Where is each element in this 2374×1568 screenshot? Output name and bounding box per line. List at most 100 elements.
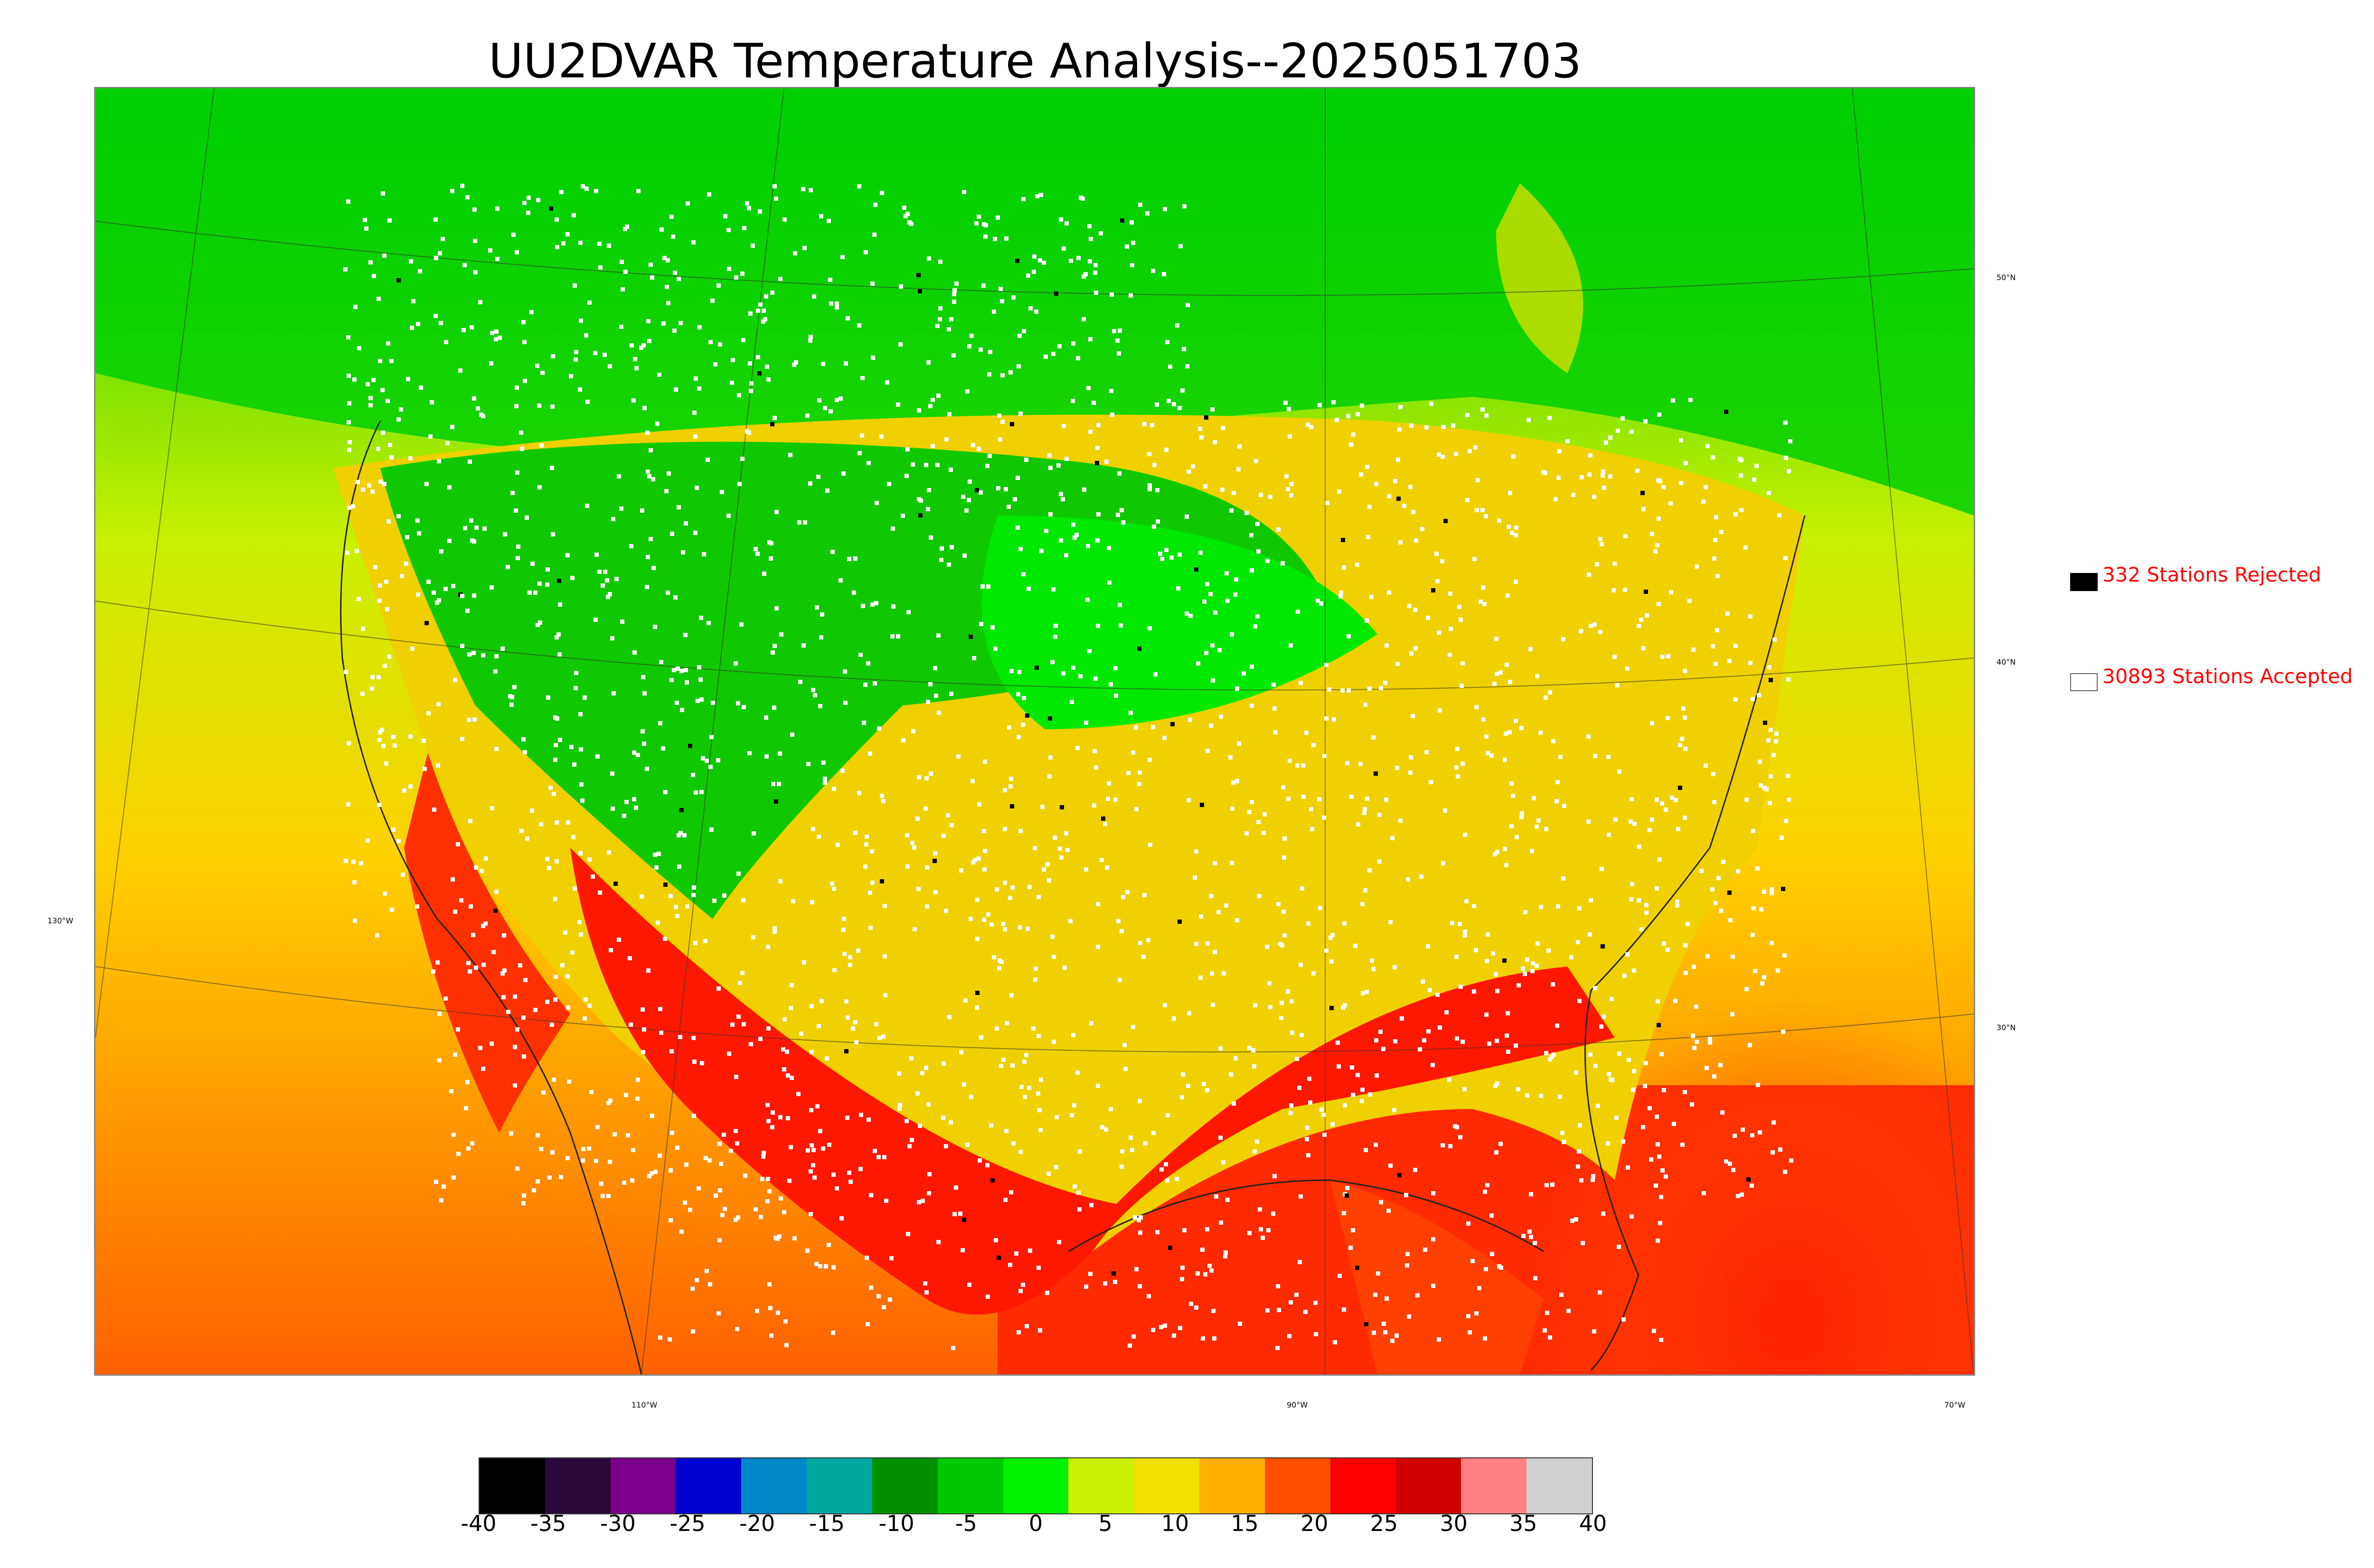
station-marker (1137, 782, 1141, 786)
station-marker (1295, 1057, 1299, 1061)
station-marker (801, 187, 805, 191)
station-marker (482, 526, 487, 531)
station-marker (769, 1333, 773, 1338)
station-marker (462, 328, 466, 332)
station-marker (1385, 643, 1389, 648)
station-marker (661, 746, 665, 751)
station-marker (651, 477, 655, 481)
station-marker (941, 1116, 945, 1120)
station-marker (1586, 734, 1591, 739)
station-marker (754, 547, 758, 551)
station-marker (1481, 585, 1485, 590)
colorbar-tick-label: 35 (1509, 1511, 1537, 1536)
station-marker (1287, 407, 1291, 411)
station-marker (875, 501, 879, 505)
station-marker (1510, 531, 1514, 535)
station-marker (579, 782, 584, 787)
station-marker (961, 1248, 965, 1252)
station-marker (975, 937, 980, 941)
station-marker (737, 482, 742, 486)
station-marker (1130, 220, 1134, 225)
station-marker (1134, 1267, 1139, 1271)
station-marker (631, 398, 636, 403)
temperature-colorbar (479, 1457, 1593, 1514)
station-marker (1390, 836, 1394, 840)
station-marker (1261, 1236, 1265, 1240)
station-marker (736, 701, 740, 705)
station-marker (1384, 798, 1388, 802)
station-marker (503, 532, 507, 536)
station-marker (1318, 906, 1322, 910)
station-marker (1142, 893, 1147, 897)
station-marker (1670, 796, 1674, 800)
station-marker (1728, 918, 1733, 922)
station-marker (1644, 1061, 1648, 1065)
station-marker (1409, 755, 1413, 760)
station-marker (1010, 1063, 1015, 1068)
station-marker (778, 277, 782, 281)
parallel-40n (95, 601, 1974, 691)
station-marker (624, 1093, 628, 1097)
station-marker (683, 1201, 687, 1205)
station-marker (1447, 1078, 1451, 1082)
station-marker (782, 217, 787, 222)
station-marker (832, 887, 836, 891)
station-marker (1103, 822, 1107, 826)
station-marker (1178, 406, 1182, 410)
station-marker (1599, 1024, 1603, 1029)
pacific-coast (340, 420, 642, 1374)
station-marker (1523, 910, 1527, 914)
station-marker (1337, 1064, 1341, 1069)
station-marker (551, 354, 555, 358)
station-marker (1739, 473, 1743, 478)
station-marker (581, 1158, 585, 1163)
station-marker (817, 835, 821, 839)
station-marker (1018, 1289, 1023, 1293)
station-marker (1034, 310, 1038, 314)
station-marker (1787, 469, 1791, 473)
station-marker (1602, 486, 1606, 490)
station-marker (1194, 1305, 1198, 1310)
station-marker (1272, 706, 1277, 711)
station-marker (1164, 448, 1168, 452)
station-marker (952, 300, 956, 304)
station-marker (1038, 258, 1042, 263)
station-marker (699, 697, 704, 702)
station-marker (1475, 508, 1479, 512)
station-marker (1413, 646, 1418, 650)
station-marker (699, 616, 703, 620)
station-marker (526, 211, 530, 215)
station-marker (612, 1132, 617, 1136)
station-marker (1778, 1147, 1782, 1152)
station-marker (763, 317, 767, 321)
station-marker (444, 340, 448, 344)
station-marker (500, 971, 505, 976)
station-marker (1497, 1264, 1501, 1268)
station-marker (386, 519, 391, 524)
station-marker (970, 779, 975, 783)
station-marker (537, 485, 542, 489)
station-marker (370, 489, 375, 494)
station-marker (962, 554, 967, 558)
accepted-legend-swatch (2070, 673, 2098, 691)
station-marker (1114, 694, 1118, 698)
station-marker (1666, 948, 1670, 952)
station-marker (965, 1143, 970, 1147)
station-marker (1719, 530, 1724, 534)
station-marker (978, 1158, 982, 1163)
station-marker (356, 480, 360, 484)
station-marker (1088, 430, 1093, 434)
station-marker (378, 583, 382, 588)
station-marker (741, 898, 745, 902)
station-marker (977, 856, 981, 861)
station-marker (947, 327, 951, 331)
station-marker (762, 309, 766, 313)
station-marker (1485, 959, 1489, 963)
station-marker (699, 790, 704, 794)
station-marker (650, 1171, 654, 1175)
station-marker (1054, 291, 1058, 296)
station-marker (675, 701, 679, 705)
station-marker (581, 1147, 585, 1151)
station-marker (1710, 887, 1715, 892)
